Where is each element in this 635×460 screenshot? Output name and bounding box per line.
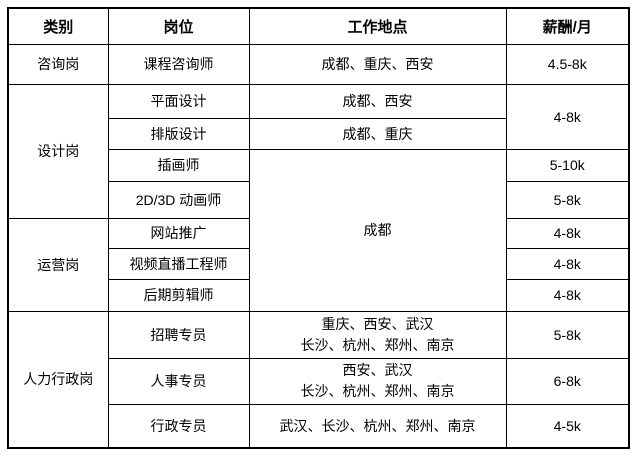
salary-cell: 5-8k xyxy=(505,310,630,359)
location-cell: 成都、西安 xyxy=(248,83,507,119)
salary-cell: 4-8k xyxy=(505,278,630,312)
category-cell: 设计岗 xyxy=(7,83,109,219)
location-cell: 成都 xyxy=(248,148,507,312)
salary-cell: 4-5k xyxy=(505,403,630,449)
salary-cell: 4-8k xyxy=(505,217,630,249)
position-cell: 后期剪辑师 xyxy=(107,278,250,312)
location-cell: 西安、武汉 长沙、杭州、郑州、南京 xyxy=(248,357,507,405)
salary-cell: 5-8k xyxy=(505,180,630,219)
header-cell-location: 工作地点 xyxy=(248,7,507,45)
position-cell: 网站推广 xyxy=(107,217,250,249)
position-cell: 平面设计 xyxy=(107,83,250,119)
position-cell: 课程咨询师 xyxy=(107,43,250,85)
position-cell: 人事专员 xyxy=(107,357,250,405)
table-row: 排版设计 成都、重庆 xyxy=(8,117,629,150)
position-cell: 2D/3D 动画师 xyxy=(107,180,250,219)
position-cell: 招聘专员 xyxy=(107,310,250,359)
header-row: 类别 岗位 工作地点 薪酬/月 xyxy=(7,7,630,45)
salary-cell: 5-10k xyxy=(505,148,630,182)
location-cell: 成都、重庆 xyxy=(248,117,507,150)
table-row: 后期剪辑师 4-8k xyxy=(8,278,630,312)
category-cell: 咨询岗 xyxy=(7,43,109,85)
table-row: 行政专员 武汉、长沙、杭州、郑州、南京 4-5k xyxy=(8,403,630,449)
salary-cell: 4-8k xyxy=(505,83,630,150)
position-cell: 排版设计 xyxy=(107,117,250,150)
category-cell: 人力行政岗 xyxy=(7,310,109,449)
table-row: 插画师 成都 5-10k xyxy=(8,148,630,312)
table-row: 设计岗 平面设计 成都、西安 4-8k xyxy=(7,83,630,219)
table-row: 视频直播工程师 4-8k xyxy=(8,247,630,280)
table-row: 人力行政岗 招聘专员 重庆、西安、武汉 长沙、杭州、郑州、南京 5-8k xyxy=(7,310,630,449)
location-cell: 成都、重庆、西安 xyxy=(248,43,507,85)
position-cell: 插画师 xyxy=(107,148,250,182)
header-cell-category: 类别 xyxy=(7,7,109,45)
category-cell: 运营岗 xyxy=(7,217,109,312)
header-cell-position: 岗位 xyxy=(107,7,250,45)
position-cell: 行政专员 xyxy=(107,403,250,449)
salary-cell: 4-8k xyxy=(505,247,630,280)
salary-cell: 6-8k xyxy=(505,357,630,405)
table-row: 人事专员 西安、武汉 长沙、杭州、郑州、南京 6-8k xyxy=(8,357,630,405)
table-row: 2D/3D 动画师 5-8k xyxy=(8,180,630,219)
location-cell: 重庆、西安、武汉 长沙、杭州、郑州、南京 xyxy=(248,310,507,359)
table-row: 运营岗 网站推广 4-8k xyxy=(7,217,630,312)
job-positions-table: 类别 岗位 工作地点 薪酬/月 咨询岗 课程咨询师 成都、重庆、西安 4.5-8… xyxy=(7,7,630,449)
header-cell-salary: 薪酬/月 xyxy=(505,7,630,45)
salary-cell: 4.5-8k xyxy=(505,43,630,85)
location-cell: 武汉、长沙、杭州、郑州、南京 xyxy=(248,403,507,449)
table-row: 咨询岗 课程咨询师 成都、重庆、西安 4.5-8k xyxy=(7,43,630,85)
position-cell: 视频直播工程师 xyxy=(107,247,250,280)
